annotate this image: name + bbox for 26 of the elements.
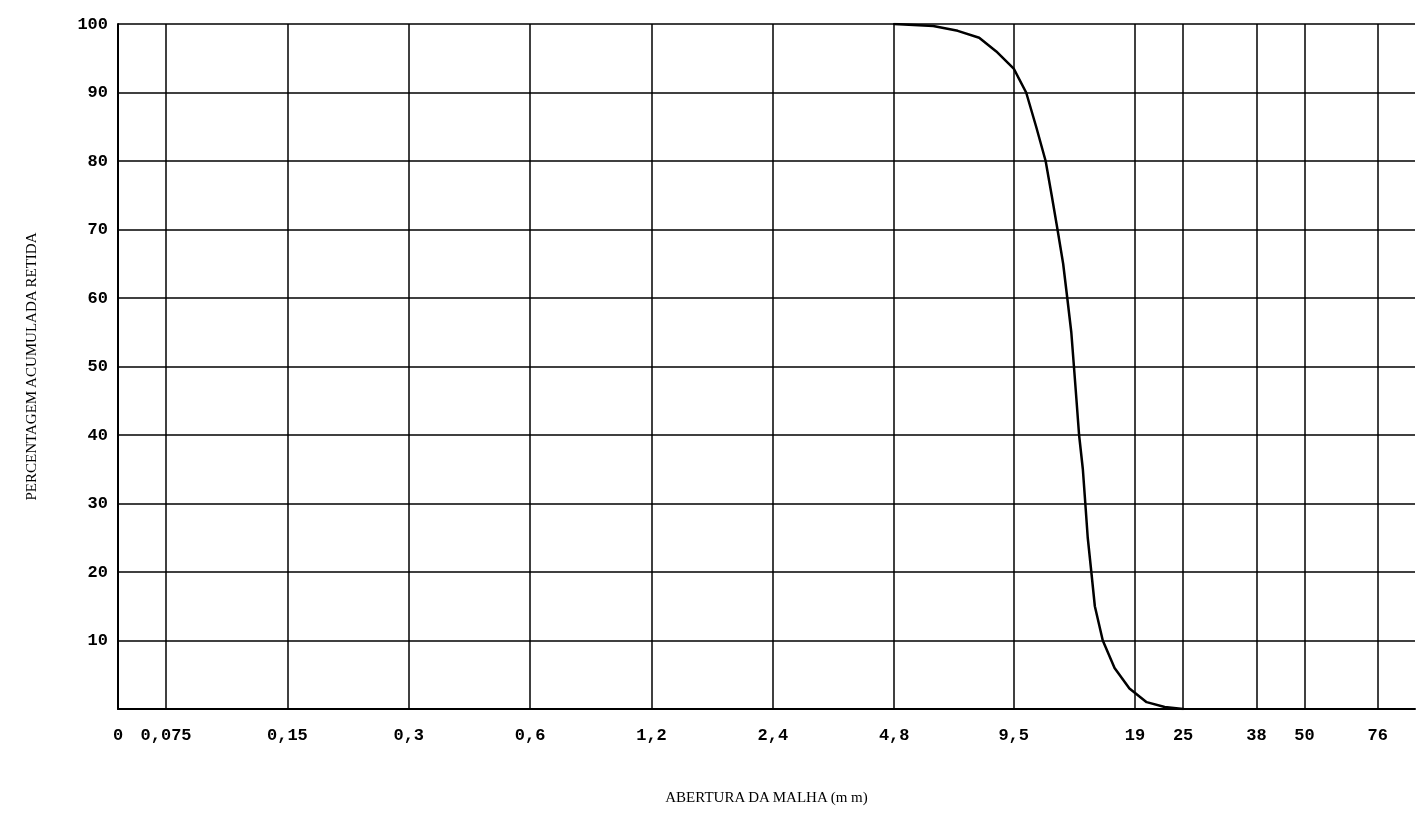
x-axis-title: ABERTURA DA MALHA (m m)	[665, 788, 868, 806]
x-tick-label: 0,075	[140, 726, 192, 745]
x-tick-label: 0	[112, 726, 124, 745]
x-tick-label: 0,15	[267, 726, 308, 745]
y-tick-label: 70	[87, 220, 108, 239]
x-tick-label: 4,8	[878, 726, 910, 745]
x-tick-label: 50	[1294, 726, 1315, 745]
x-tick-label: 2,4	[757, 726, 789, 745]
y-axis-title: PERCENTAGEM ACUMULADA RETIDA	[22, 232, 39, 501]
x-tick-label: 25	[1172, 726, 1194, 745]
x-tick-label: 0,3	[393, 726, 425, 745]
y-tick-label: 100	[77, 14, 108, 34]
x-tick-label: 76	[1367, 726, 1388, 745]
x-tick-label: 9,5	[998, 726, 1030, 745]
x-tick-label: 0,6	[514, 726, 546, 745]
y-tick-label: 20	[87, 562, 108, 582]
y-tick-label: 90	[87, 83, 108, 102]
x-tick-label: 38	[1246, 726, 1267, 745]
y-tick-label: 40	[87, 425, 108, 445]
y-tick-label: 80	[87, 151, 108, 171]
y-tick-label: 10	[87, 631, 108, 650]
y-tick-label: 50	[87, 357, 108, 376]
y-tick-label: 30	[87, 494, 108, 513]
x-tick-label: 1,2	[636, 726, 667, 745]
x-tick-label: 19	[1124, 726, 1146, 745]
y-tick-label: 60	[87, 288, 108, 308]
